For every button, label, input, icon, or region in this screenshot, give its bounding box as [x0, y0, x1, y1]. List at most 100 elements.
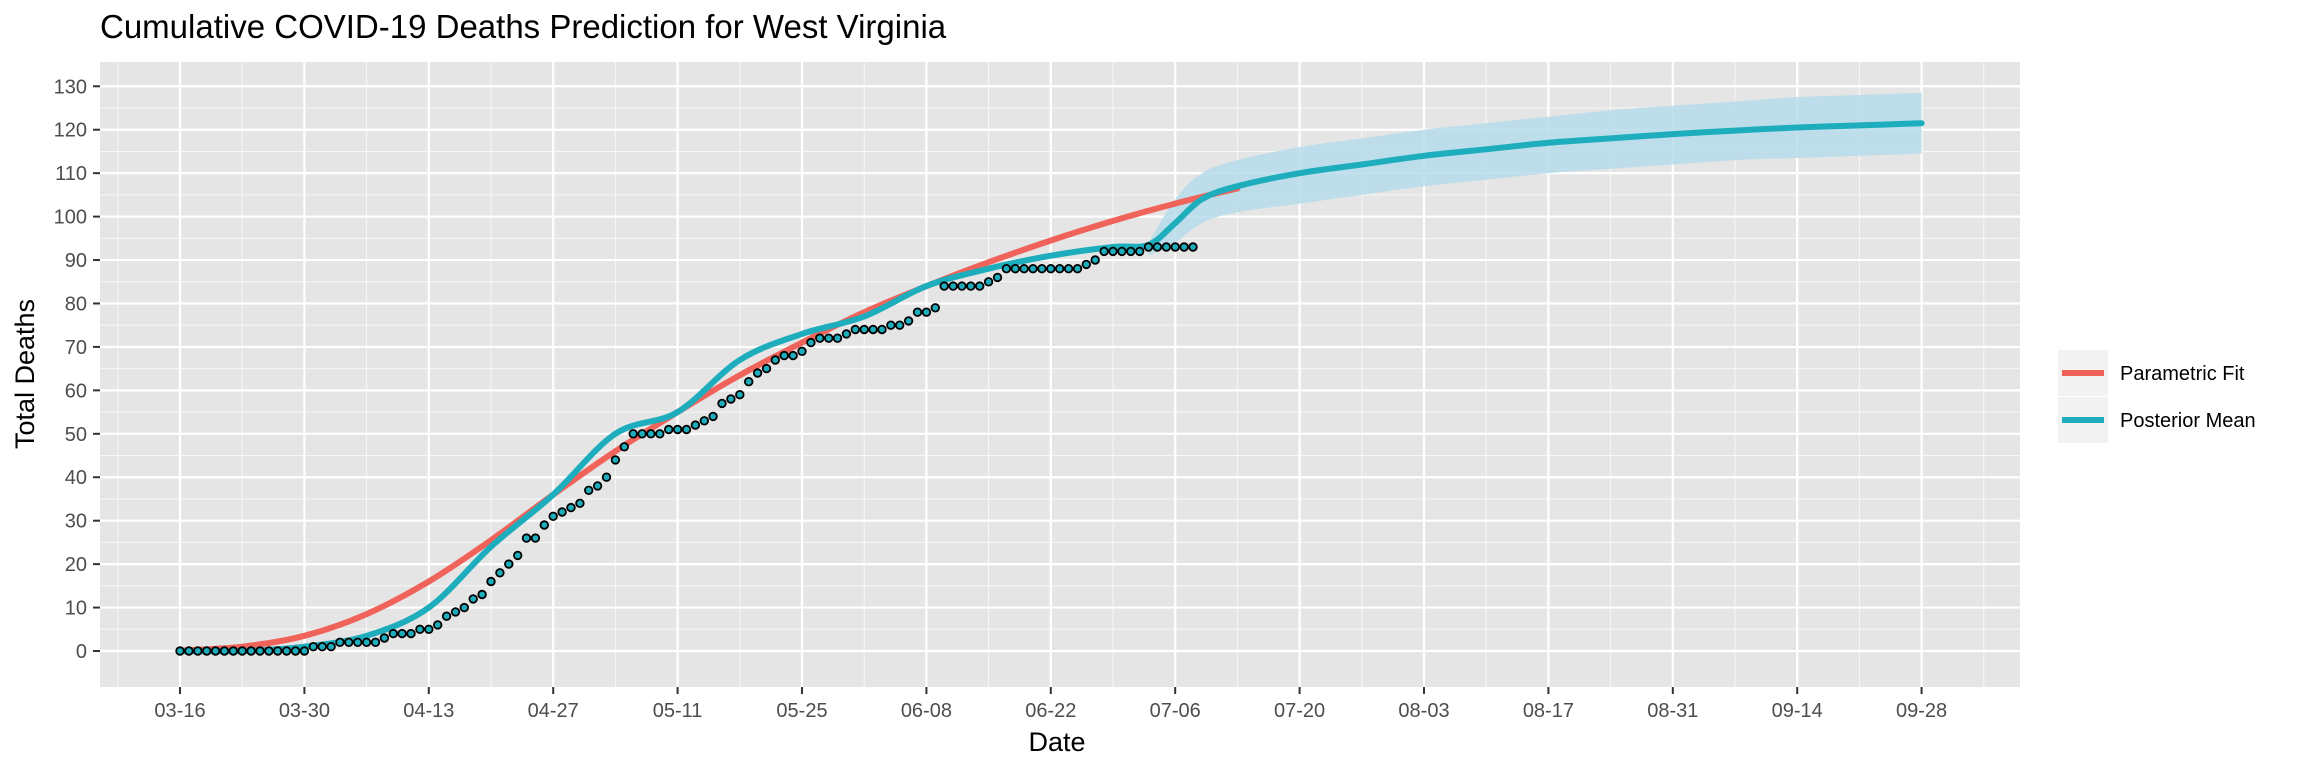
observed-point	[219, 646, 230, 656]
observed-point	[504, 559, 514, 569]
observed-point	[175, 646, 185, 656]
observed-point	[557, 507, 567, 517]
posterior-mean-line	[177, 120, 1925, 655]
observed-point	[1046, 264, 1056, 274]
observed-point	[1001, 264, 1012, 274]
observed-point	[850, 324, 860, 335]
observed-point	[886, 320, 896, 330]
observed-point	[548, 511, 558, 521]
observed-point	[1099, 246, 1109, 257]
observed-point	[975, 281, 985, 291]
observed-point	[353, 637, 363, 647]
observed-point	[1028, 264, 1038, 274]
observed-point	[637, 429, 647, 439]
series-lines	[177, 120, 1925, 655]
y-tick-label: 60	[65, 380, 87, 402]
x-tick-label: 08-03	[1398, 700, 1449, 722]
parametric-fit-line	[177, 185, 1241, 654]
x-tick-label: 08-17	[1523, 700, 1574, 722]
legend: Parametric Fit Posterior Mean	[2058, 350, 2256, 443]
observed-point	[1072, 264, 1083, 274]
observed-point	[264, 646, 274, 656]
x-tick-label: 04-13	[403, 700, 454, 722]
x-tick-label: 05-11	[653, 700, 703, 722]
observed-point	[992, 272, 1003, 283]
observed-point	[921, 307, 932, 317]
observed-point	[193, 646, 203, 656]
observed-point	[628, 429, 638, 439]
observed-point	[903, 316, 914, 326]
observed-point	[344, 637, 354, 647]
observed-point	[1010, 264, 1020, 274]
observed-point	[335, 637, 345, 647]
y-axis-title: Total Deaths	[10, 299, 40, 449]
y-tick-label: 70	[65, 337, 87, 359]
y-tick-label: 20	[65, 554, 87, 576]
x-tick-label: 04-27	[528, 700, 579, 722]
x-tick-label: 09-14	[1772, 700, 1823, 722]
observed-point	[326, 642, 336, 652]
observed-point	[779, 350, 789, 361]
observed-point	[1090, 255, 1100, 265]
x-tick-label: 06-08	[901, 700, 952, 722]
observed-point	[895, 320, 905, 330]
observed-point	[210, 646, 221, 656]
observed-point	[592, 481, 603, 491]
observed-point	[1126, 246, 1136, 257]
observed-point	[530, 533, 541, 543]
observed-point	[877, 324, 887, 335]
observed-point	[468, 594, 478, 604]
observed-point	[788, 350, 798, 361]
observed-point	[1179, 242, 1189, 252]
observed-point	[495, 568, 505, 578]
x-tick-label: 03-30	[279, 700, 330, 722]
observed-point	[752, 368, 763, 378]
plot-panel	[100, 62, 2020, 687]
y-tick-label: 30	[65, 511, 87, 533]
observed-point	[201, 646, 212, 656]
observed-point	[939, 281, 949, 291]
x-tick-label: 07-20	[1274, 700, 1325, 722]
y-tick-label: 80	[65, 293, 87, 315]
observed-point	[868, 324, 878, 335]
observed-point	[699, 416, 709, 426]
observed-point	[521, 533, 532, 543]
observed-point	[290, 646, 301, 656]
observed-point	[584, 485, 594, 495]
chart-title: Cumulative COVID-19 Deaths Prediction fo…	[100, 8, 947, 45]
observed-point	[1143, 242, 1154, 252]
observed-point	[566, 502, 576, 513]
y-tick-label: 40	[65, 467, 87, 489]
observed-point	[477, 589, 487, 600]
observed-point	[1188, 242, 1198, 252]
observed-point	[486, 576, 496, 587]
observed-point	[424, 624, 434, 634]
observed-point	[1054, 264, 1065, 274]
observed-point	[930, 303, 940, 313]
observed-point	[237, 646, 247, 656]
observed-point	[1152, 242, 1163, 252]
observed-point	[1170, 242, 1180, 252]
legend-label: Posterior Mean	[2120, 410, 2256, 432]
observed-point	[397, 628, 407, 639]
observed-point	[948, 281, 958, 291]
observed-point	[317, 642, 327, 652]
observed-point	[1108, 246, 1118, 257]
y-tick-label: 50	[65, 424, 87, 446]
observed-point	[824, 333, 834, 343]
observed-point	[717, 398, 727, 409]
observed-point	[273, 646, 283, 656]
observed-point	[1081, 259, 1091, 270]
observed-point	[184, 646, 194, 656]
observed-point	[388, 628, 398, 639]
y-tick-label: 120	[54, 120, 87, 142]
observed-point	[646, 429, 656, 439]
observed-point	[370, 637, 381, 647]
x-tick-label: 05-25	[776, 700, 827, 722]
observed-point	[1134, 246, 1145, 257]
y-tick-label: 10	[65, 598, 87, 620]
observed-point	[744, 377, 754, 387]
observed-point	[859, 324, 869, 335]
observed-point	[726, 394, 736, 404]
observed-point	[379, 633, 390, 643]
